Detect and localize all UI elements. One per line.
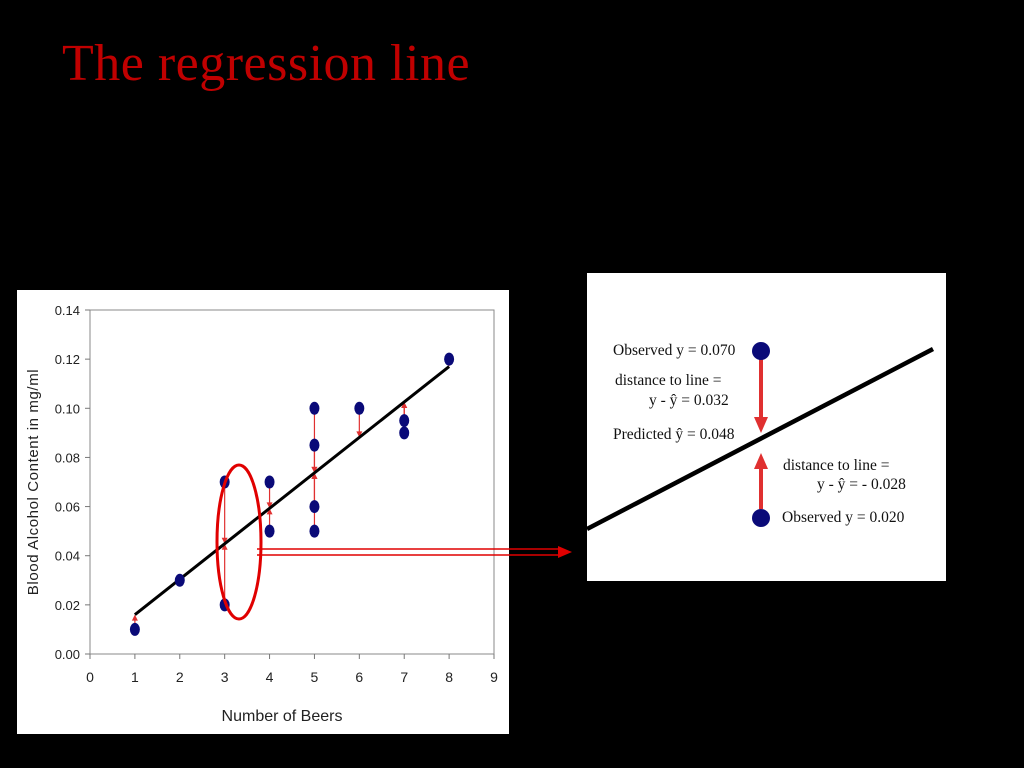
- y-axis-ticks: 0.00 0.02 0.04 0.06 0.08 0.10 0.12 0.14: [55, 303, 90, 662]
- residual-arrowhead: [266, 502, 273, 509]
- data-point: [309, 438, 320, 452]
- x-tick-label: 9: [490, 669, 498, 685]
- data-point: [354, 401, 365, 415]
- scatter-chart-panel: 0.00 0.02 0.04 0.06 0.08 0.10 0.12 0.14 0 1 2 3 4 5 6…: [17, 290, 509, 734]
- data-point: [399, 426, 410, 440]
- regression-line: [133, 365, 451, 616]
- zoom-detail-diagram: Observed y = 0.070 distance to line = y …: [585, 342, 935, 531]
- y-tick-label: 0.12: [55, 352, 80, 367]
- scatter-chart: 0.00 0.02 0.04 0.06 0.08 0.10 0.12 0.14 0 1 2 3 4 5 6…: [25, 303, 498, 725]
- x-tick-label: 8: [445, 669, 453, 685]
- y-tick-label: 0.10: [55, 401, 80, 416]
- x-tick-label: 0: [86, 669, 94, 685]
- x-tick-label: 6: [355, 669, 363, 685]
- residual-arrowhead: [266, 508, 273, 515]
- distance-top-label-1: distance to line =: [615, 372, 721, 389]
- observed-point-bottom: [752, 509, 770, 527]
- data-point: [444, 352, 455, 366]
- slide-title: The regression line: [62, 35, 471, 92]
- data-point: [174, 573, 185, 587]
- x-axis-label: Number of Beers: [222, 708, 343, 725]
- residual-arrowhead-down: [754, 417, 768, 433]
- x-tick-label: 3: [221, 669, 229, 685]
- x-tick-label: 2: [176, 669, 184, 685]
- x-axis-ticks: 0 1 2 3 4 5 6 7 8 9: [86, 654, 498, 685]
- distance-bottom-label-2: y - ŷ = - 0.028: [817, 476, 906, 493]
- y-tick-label: 0.04: [55, 549, 80, 564]
- zoom-regression-line: [585, 347, 935, 531]
- data-point: [264, 475, 275, 489]
- residual-arrowhead: [311, 466, 318, 473]
- y-tick-label: 0.02: [55, 598, 80, 613]
- data-point: [309, 500, 320, 514]
- residual-arrowhead: [221, 543, 228, 550]
- y-tick-label: 0.06: [55, 500, 80, 515]
- residual-arrowhead: [311, 472, 318, 479]
- observed-point-top: [752, 342, 770, 360]
- highlight-ellipse: [215, 463, 263, 621]
- data-point: [309, 524, 320, 538]
- data-point: [129, 622, 140, 636]
- residual-arrowhead: [221, 537, 228, 544]
- residual-arrowhead: [356, 431, 363, 438]
- y-tick-label: 0.14: [55, 303, 80, 318]
- observed-bottom-label: Observed y = 0.020: [782, 509, 905, 526]
- data-points: [129, 352, 455, 636]
- zoom-detail-panel: Observed y = 0.070 distance to line = y …: [585, 273, 946, 581]
- y-tick-label: 0.00: [55, 647, 80, 662]
- data-point: [399, 414, 410, 428]
- residual-arrowhead: [401, 401, 408, 408]
- x-tick-label: 7: [400, 669, 408, 685]
- predicted-label: Predicted ŷ = 0.048: [613, 426, 735, 443]
- y-axis-label: Blood Alcohol Content in mg/ml: [25, 369, 42, 595]
- y-tick-label: 0.08: [55, 450, 80, 465]
- observed-top-label: Observed y = 0.070: [613, 342, 736, 359]
- distance-bottom-label-1: distance to line =: [783, 457, 889, 474]
- data-point: [309, 401, 320, 415]
- x-tick-label: 1: [131, 669, 139, 685]
- residual-arrowhead-up: [754, 453, 768, 469]
- data-point: [264, 524, 275, 538]
- x-tick-label: 5: [311, 669, 319, 685]
- x-tick-label: 4: [266, 669, 274, 685]
- distance-top-label-2: y - ŷ = 0.032: [649, 392, 729, 409]
- residual-arrowhead: [131, 614, 138, 621]
